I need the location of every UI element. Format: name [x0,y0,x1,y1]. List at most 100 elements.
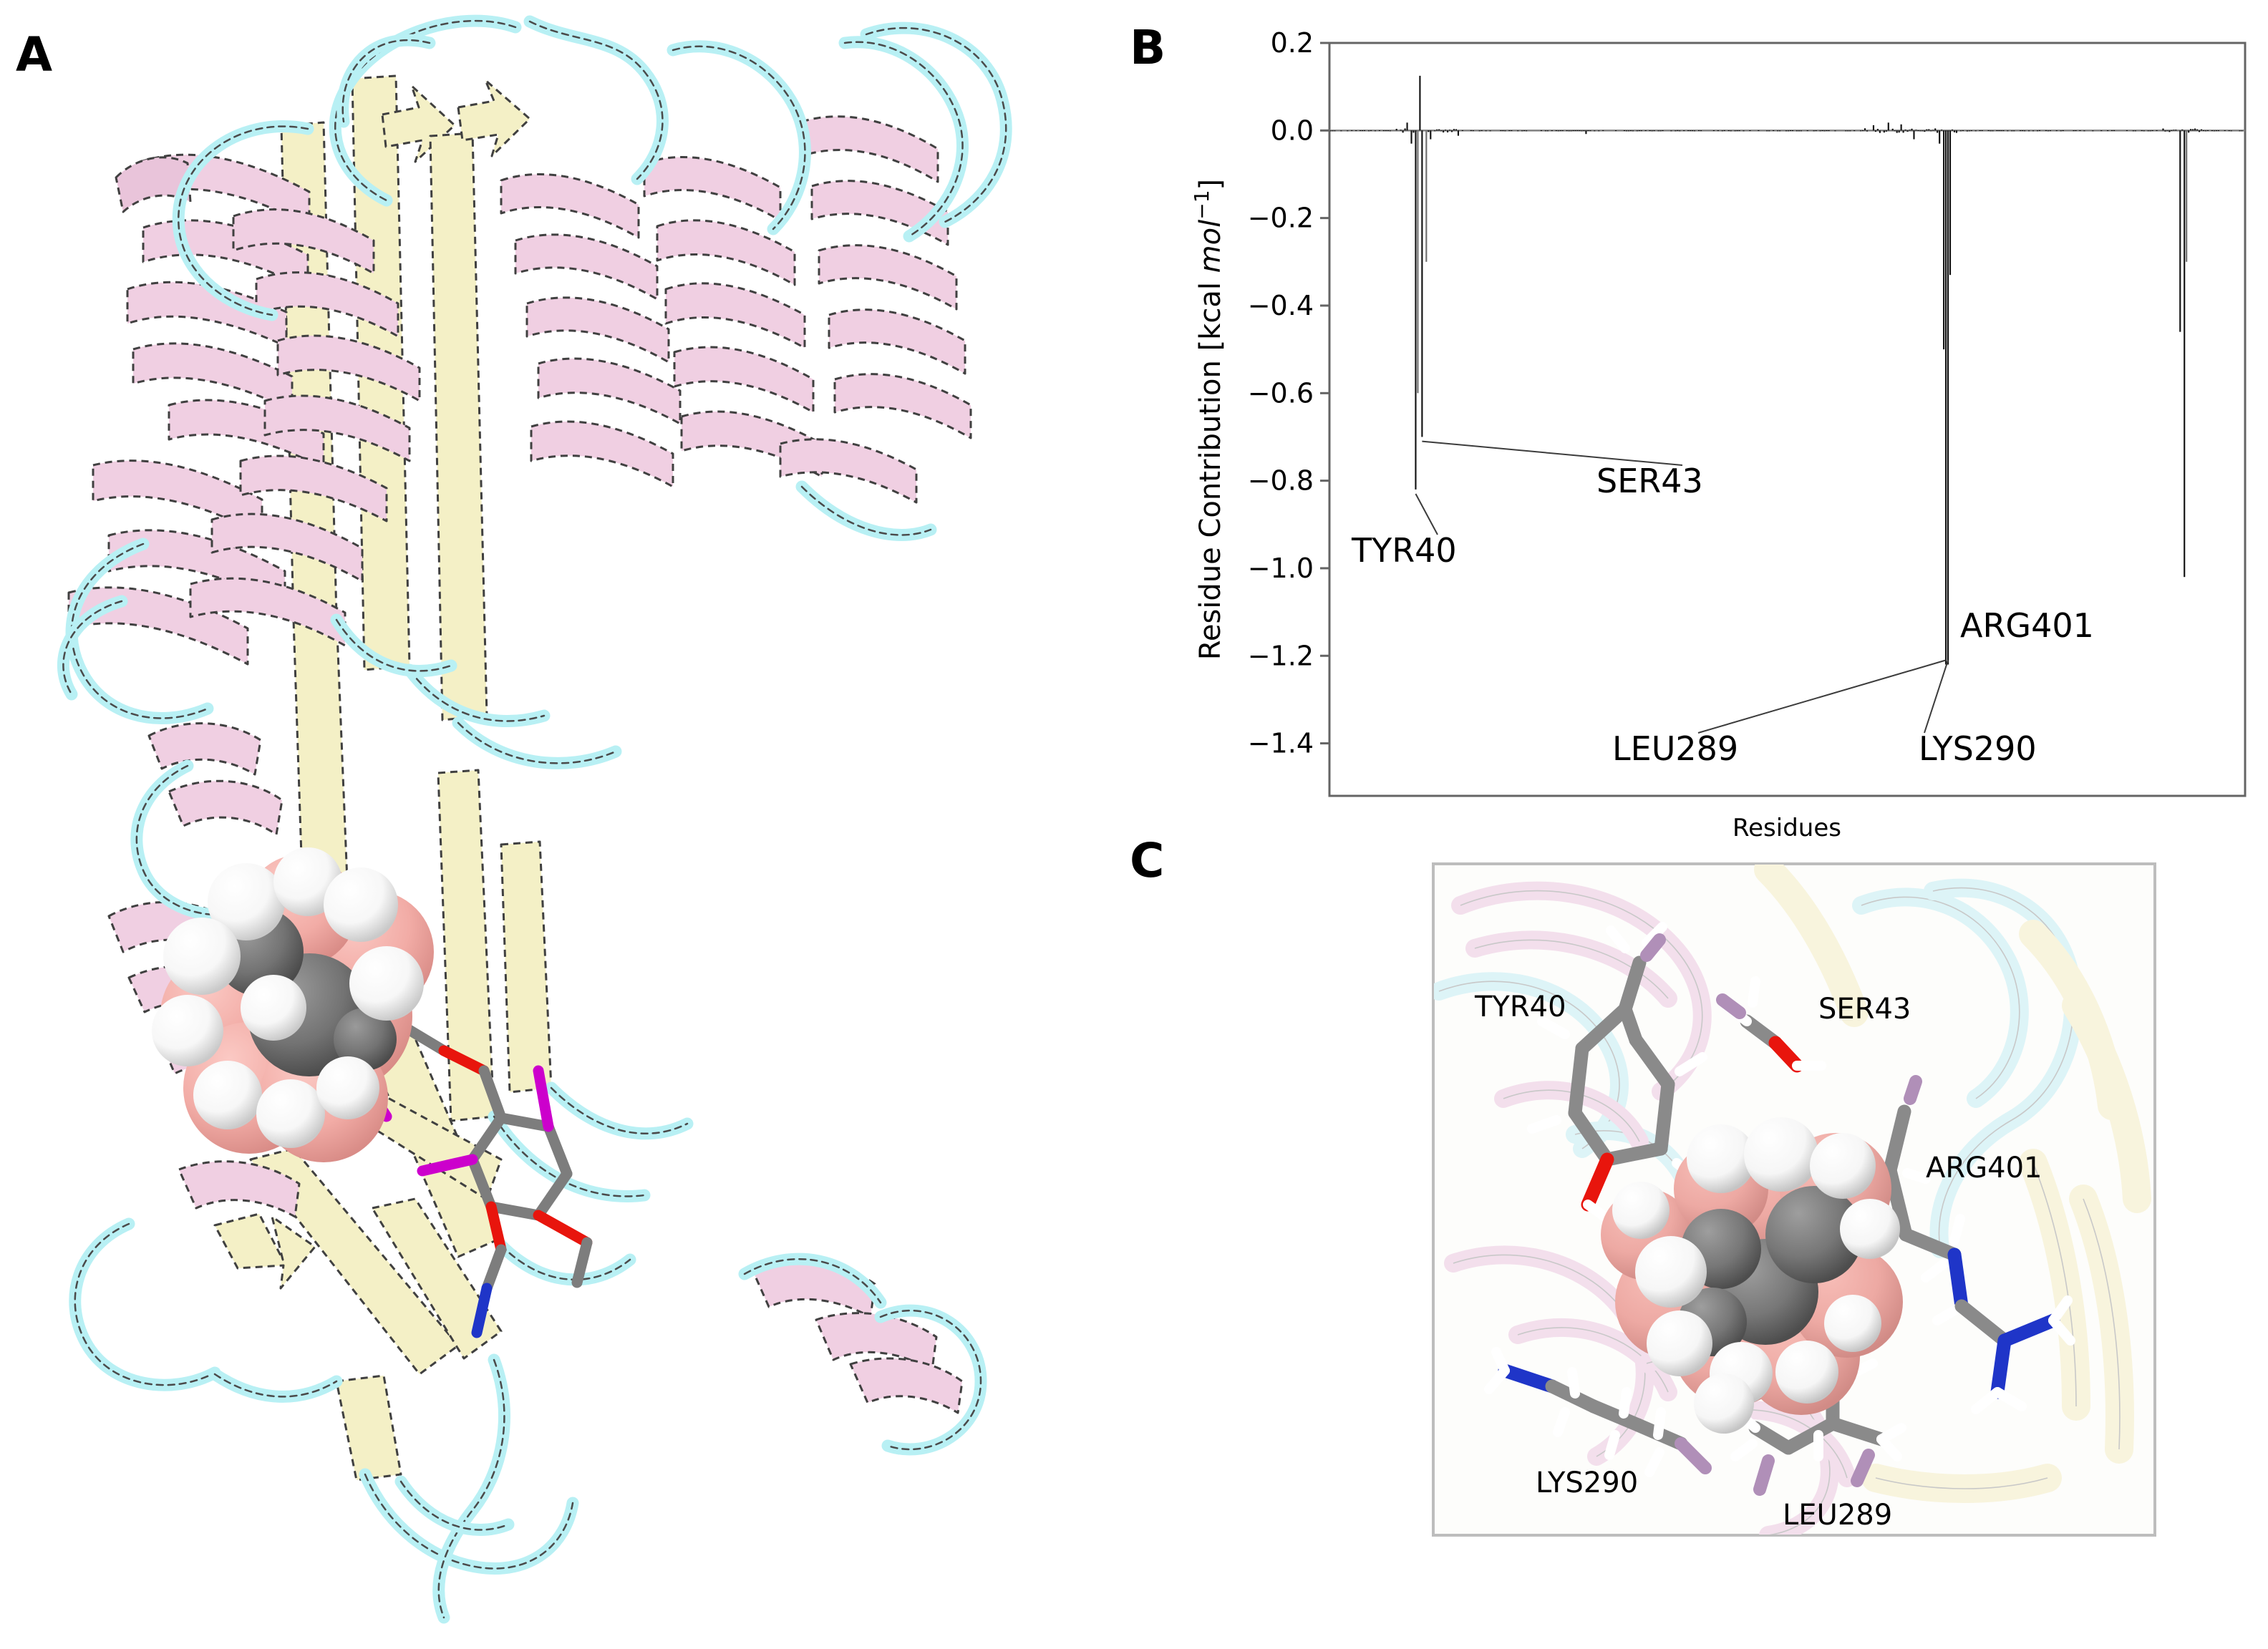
chart-bar [1853,130,1856,132]
chart-bar [2188,130,2190,133]
chart-bar [2002,130,2005,132]
chart-bar [2206,130,2209,131]
chart-bar [1508,130,1511,132]
chart-bar [1872,125,1875,131]
chart-bar [1883,130,1885,133]
chart-bar [1502,130,1504,132]
chart-bar [1949,130,1952,276]
chart-bar [2036,130,2039,132]
chart-bar [1614,130,1617,132]
chart-bar [1602,130,1604,131]
chart-bar [2196,129,2199,131]
chart-bar [2186,130,2188,262]
chart-bar [1447,130,1449,132]
y-tick-label: 0.2 [1271,27,1314,59]
chart-bar [1926,129,1928,131]
chart-bar [1898,130,1900,133]
chart-bar [2007,130,2009,132]
chart-bar [1798,130,1800,132]
chart-bar [1887,122,1889,131]
chart-bar [2013,130,2015,132]
panel-c-label-tyr40: TYR40 [1474,991,1566,1023]
chart-bar [1683,130,1685,132]
chart-bar [1998,130,2000,132]
chart-bar [1521,130,1523,132]
chart-bar [1598,130,1600,132]
chart-bar [2241,130,2243,132]
chart-bar [1919,130,1922,132]
chart-bar [2062,130,2064,131]
y-tick-label: −0.2 [1248,203,1314,234]
chart-bar [1876,129,1879,131]
chart-bar [2190,129,2192,131]
chart-bar [2151,130,2153,131]
chart-bar [1806,130,1808,132]
chart-bar [2079,130,2081,131]
panel-label-b: B [1130,20,1166,75]
chart-bar [2217,130,2219,132]
chart-bar [1557,130,1559,132]
chart-bar [1992,130,1994,132]
chart-bar [1692,130,1694,132]
chart-bar [1845,130,1847,132]
chart-bar [1585,130,1587,135]
chart-bar [2107,130,2109,132]
chart-bar [1472,130,1474,132]
chart-bar [2162,128,2164,131]
chart-bar [2011,130,2013,132]
annotation-labels: TYR40 SER43 LEU289 LYS290 ARG401 [1351,462,2094,768]
chart-bar [2132,130,2134,132]
panel-label-a: A [16,27,53,82]
chart-bar [1378,130,1380,131]
y-tick-label: −0.8 [1248,465,1314,497]
chart-bar [1947,130,1949,665]
chart-bar [1559,130,1561,132]
chart-bar [1526,130,1528,132]
leader-line [1924,660,1949,734]
chart-bar [1996,130,1998,132]
chart-bar [1351,130,1353,131]
chart-bar [1511,130,1513,132]
plot-frame [1328,42,2247,797]
panel-c-residue-labels: TYR40 SER43 ARG401 LYS290 LEU289 [1474,991,2042,1532]
chart-bar [1723,130,1725,131]
chart-bar [1570,130,1572,132]
y-tick-label: −0.6 [1248,377,1314,409]
chart-bar [2083,130,2085,132]
chart-bar [2156,130,2158,131]
chart-bar [1457,130,1460,136]
chart-bar [1934,128,1937,131]
chart-bar [2092,130,2094,132]
chart-bar [1902,130,1904,133]
chart-bar [1576,130,1579,131]
chart-bar [2047,130,2049,132]
chart-bar [1717,130,1719,132]
chart-bar [1419,75,1421,131]
chart-bar [1981,130,1983,131]
chart-bar [1364,130,1366,131]
panel-a-ligand-spacefill [152,847,434,1162]
chart-bar [2055,130,2058,132]
chart-bar [2045,130,2047,131]
chart-bar [1385,130,1387,132]
chart-bar [2194,128,2196,131]
chart-bar [1866,130,1869,132]
panel-c-residue-lys290 [1484,1347,1712,1477]
chart-bar [1690,130,1692,132]
chart-bar [1517,130,1519,132]
chart-bar [1987,130,1990,131]
chart-bar [2038,130,2041,131]
chart-bar [1874,130,1877,132]
chart-bar [1579,130,1581,131]
chart-bar [1862,130,1864,132]
chart-bar [2164,130,2166,132]
chart-bar [1679,130,1681,132]
chart-bar [1360,130,1362,131]
chart-bar [2184,130,2186,578]
chart-bar [1367,130,1370,132]
chart-bar [1968,130,1970,132]
chart-bar [1438,129,1440,131]
chart-bar [1636,130,1638,132]
chart-bar [1670,130,1672,132]
y-axis-label: Residue Contribution [kcal mol−1] [1190,179,1228,660]
